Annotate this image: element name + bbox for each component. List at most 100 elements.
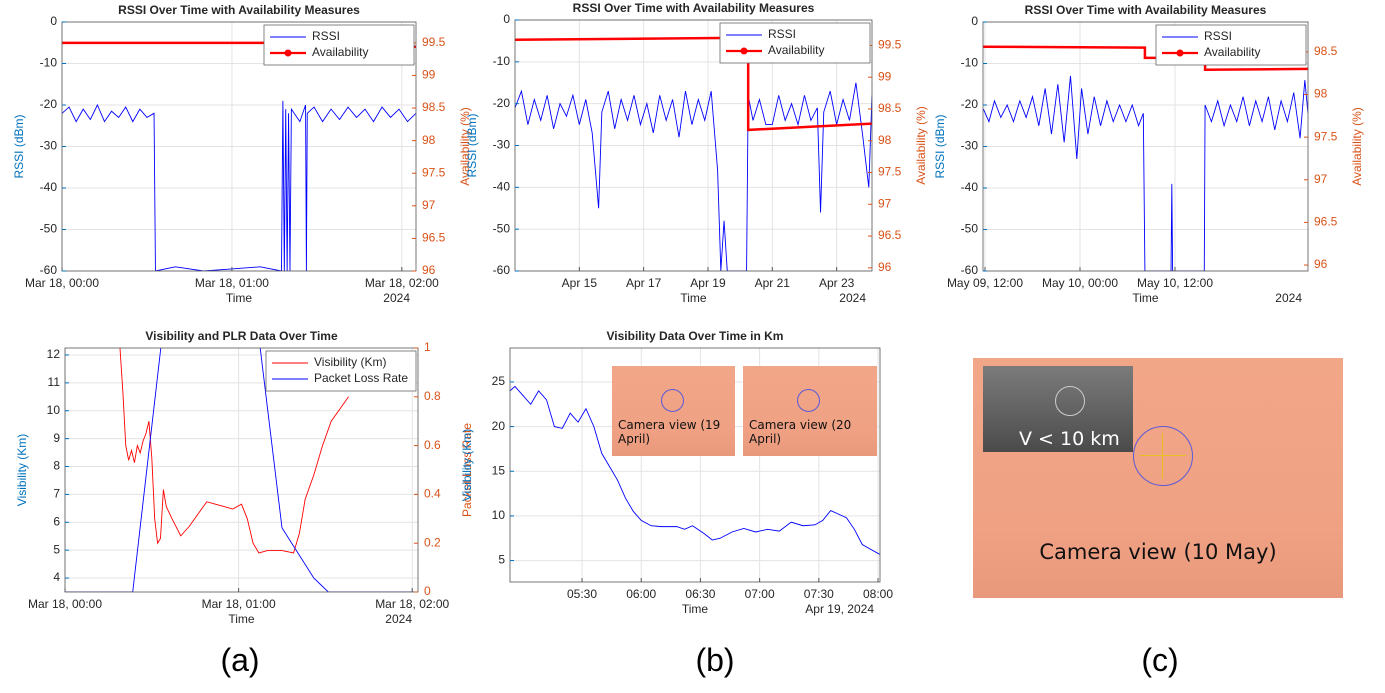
- y2-tick-label: 96.5: [422, 231, 446, 245]
- x-tick-label: Mar 18, 00:00: [28, 597, 102, 611]
- x-tick-label: Mar 18, 01:00: [195, 276, 269, 290]
- y2-tick-label: 98.5: [1314, 44, 1338, 58]
- y-tick-label: -40: [40, 180, 58, 194]
- y-tick-label: -60: [961, 263, 979, 277]
- panel-label: (c): [1141, 642, 1179, 678]
- legend-label: RSSI: [768, 27, 796, 41]
- y-tick-label: -10: [961, 56, 979, 70]
- y-axis-label: RSSI (dBm): [465, 113, 479, 177]
- y2-tick-label: 99: [422, 68, 436, 82]
- y2-tick-label: 98.5: [878, 101, 902, 115]
- y-tick-label: 12: [47, 347, 61, 361]
- y2-tick-label: 96: [422, 263, 436, 277]
- y2-tick-label: 97: [422, 198, 436, 212]
- y-tick-label: -30: [493, 138, 511, 152]
- legend-marker: [740, 47, 748, 55]
- y-axis-label: RSSI (dBm): [933, 114, 947, 178]
- y2-tick-label: 1: [424, 340, 431, 354]
- legend-label: Availability: [768, 43, 824, 57]
- y-tick-label: 4: [53, 570, 60, 584]
- chart-title: Visibility Data Over Time in Km: [607, 329, 784, 343]
- y2-tick-label: 99.5: [422, 35, 446, 49]
- y-tick-label: 8: [53, 459, 60, 473]
- y2-tick-label: 0.4: [424, 487, 441, 501]
- target-circle: [661, 389, 684, 412]
- y-axis-label: Visibility (Km): [460, 429, 474, 501]
- y2-tick-label: 0.6: [424, 438, 441, 452]
- data-line: [65, 348, 418, 592]
- legend-label: Visibility (Km): [314, 355, 386, 369]
- panel-label: (a): [220, 642, 260, 678]
- y-tick-label: 7: [53, 487, 60, 501]
- y2-tick-label: 99.5: [878, 38, 902, 52]
- y-tick-label: -10: [40, 56, 58, 70]
- x-tick-label: Apr 17: [626, 276, 662, 290]
- x-tick-label: Mar 18, 01:00: [202, 597, 276, 611]
- y-tick-label: 6: [53, 514, 60, 528]
- inset-label: V < 10 km: [1019, 428, 1120, 450]
- chart-title: RSSI Over Time with Availability Measure…: [573, 1, 815, 15]
- y-tick-label: 0: [50, 14, 57, 28]
- y2-tick-label: 97: [878, 196, 892, 210]
- data-line: [510, 385, 880, 555]
- x-tick-label: Mar 18, 02:00: [375, 597, 449, 611]
- y-axis-label: Visibility (Km): [15, 434, 29, 506]
- y2-tick-label: 97.5: [878, 165, 902, 179]
- legend-box: [719, 22, 871, 64]
- y2-tick-label: 0.2: [424, 535, 441, 549]
- panel-label: (b): [695, 642, 735, 678]
- x-tick-label: Mar 18, 00:00: [25, 276, 99, 290]
- y2-axis-label: Packet Loss Rate: [460, 423, 474, 517]
- y2-tick-label: 98: [878, 133, 892, 147]
- y-tick-label: -40: [961, 180, 979, 194]
- gray-inset: V < 10 km: [983, 366, 1133, 452]
- x-axis-label: Time: [682, 602, 709, 616]
- x-tick-label: Apr 23: [819, 276, 855, 290]
- x-axis-note: Apr 19, 2024: [805, 602, 874, 616]
- y-tick-label: 9: [53, 431, 60, 445]
- inset-caption: Camera view (20 April): [749, 418, 852, 446]
- y-tick-label: -10: [493, 54, 511, 68]
- y2-tick-label: 97.5: [1314, 129, 1338, 143]
- chart-title: Visibility and PLR Data Over Time: [145, 329, 338, 343]
- data-line: [119, 348, 349, 554]
- x-tick-label: 06:00: [626, 587, 656, 601]
- legend-label: RSSI: [1204, 29, 1232, 43]
- x-tick-label: May 10, 12:00: [1137, 276, 1213, 290]
- inset-caption: Camera view (19 April): [618, 418, 721, 446]
- y2-tick-label: 98.5: [422, 100, 446, 114]
- x-tick-label: Apr 21: [755, 276, 791, 290]
- y2-tick-label: 96.5: [1314, 215, 1338, 229]
- y2-tick-label: 0: [424, 584, 431, 598]
- y-tick-label: 15: [492, 463, 506, 477]
- x-tick-label: May 09, 12:00: [947, 276, 1023, 290]
- y-tick-label: -50: [40, 222, 58, 236]
- plot-frame: [64, 347, 419, 593]
- legend-label: Availability: [1204, 45, 1260, 59]
- y-tick-label: -20: [961, 97, 979, 111]
- y-tick-label: -30: [40, 139, 58, 153]
- y-tick-label: -20: [40, 97, 58, 111]
- camera-inset: Camera view (19 April): [612, 366, 735, 456]
- x-tick-label: 06:30: [685, 587, 715, 601]
- x-axis-label: Time: [228, 612, 255, 626]
- y2-tick-label: 97: [1314, 172, 1328, 186]
- x-tick-label: Apr 19: [690, 276, 726, 290]
- y-tick-label: 0: [971, 14, 978, 28]
- x-axis-label: Time: [680, 291, 707, 305]
- camera-inset: Camera view (20 April): [743, 366, 877, 456]
- y-tick-label: -50: [961, 222, 979, 236]
- x-tick-label: 07:30: [804, 587, 834, 601]
- data-line: [983, 75, 1308, 271]
- legend-box: [263, 24, 415, 66]
- legend-label: Packet Loss Rate: [314, 371, 408, 385]
- y2-axis-label: Availability (%): [1350, 107, 1364, 185]
- y2-tick-label: 98: [422, 133, 436, 147]
- data-line: [515, 36, 872, 132]
- legend-box: [1155, 24, 1307, 66]
- y2-axis-label: Availability (%): [458, 107, 472, 185]
- legend-label: Availability: [312, 45, 368, 59]
- data-line: [515, 82, 872, 271]
